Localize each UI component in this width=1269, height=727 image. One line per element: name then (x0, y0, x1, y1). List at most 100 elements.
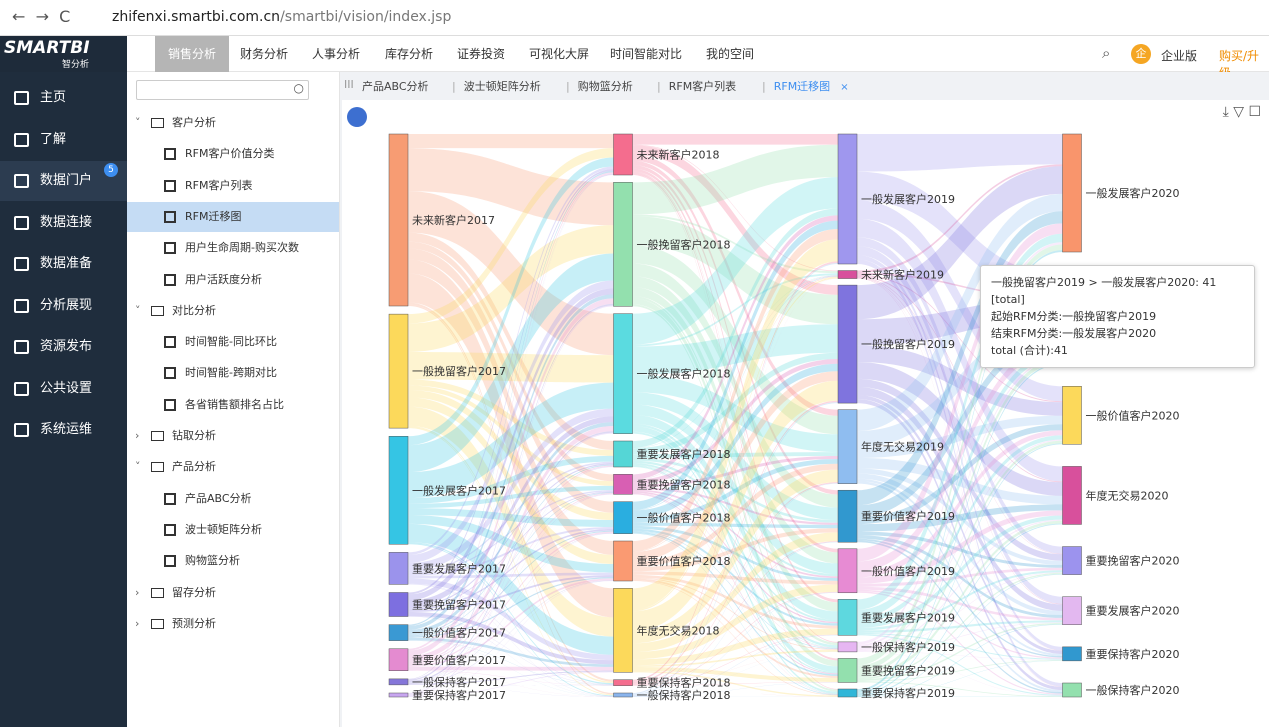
flow (408, 171, 614, 626)
flow (857, 386, 1063, 611)
flow (632, 577, 838, 650)
side-item[interactable]: 数据连接 (0, 203, 127, 243)
flow (857, 570, 1063, 631)
side-item[interactable]: 资源发布 (0, 327, 127, 367)
tree-row[interactable]: 时间智能-同比环比 (127, 327, 339, 357)
side-item[interactable]: 数据门户 5 (0, 161, 127, 201)
flow (632, 541, 838, 697)
toolbar[interactable]: ⤓ ▽ ☐ (1222, 104, 1261, 120)
tree-row[interactable]: 用户活跃度分析 (127, 265, 339, 295)
tree-row[interactable]: ˅ 客户分析 (127, 108, 339, 138)
tree-row[interactable]: › 钻取分析 (127, 421, 339, 451)
tab[interactable]: 产品ABC分析 (362, 78, 429, 94)
side-item[interactable]: 了解 (0, 120, 127, 160)
tab-close[interactable]: × (840, 82, 849, 93)
flow (408, 259, 614, 555)
tree-row[interactable]: 时间智能-跨期对比 (127, 358, 339, 388)
flow (857, 164, 1063, 273)
side-item[interactable]: 公共设置 (0, 369, 127, 409)
flow (408, 572, 614, 579)
flow (408, 671, 614, 697)
nav-item[interactable]: 人事分析 (312, 47, 361, 61)
flow (857, 468, 1063, 565)
tree-row[interactable]: RFM客户价值分类 (127, 139, 339, 169)
flow (857, 624, 1063, 697)
tree-row[interactable]: ˅ 对比分析 (127, 296, 339, 326)
flow (632, 574, 838, 629)
flow (632, 426, 838, 673)
flow (408, 416, 614, 607)
flow (632, 464, 838, 649)
tab-sep: | (452, 80, 456, 93)
tree-row[interactable]: 波士顿矩阵分析 (127, 515, 339, 545)
flow (408, 461, 614, 573)
tree-row[interactable]: ˅ 产品分析 (127, 452, 339, 482)
flow (408, 382, 614, 499)
flow (408, 157, 614, 446)
side-item[interactable]: 系统运维 (0, 410, 127, 450)
tab[interactable]: | 购物篮分析 (566, 78, 633, 94)
tree-row[interactable]: › 留存分析 (127, 578, 339, 608)
tree-row[interactable]: 用户生命周期-购买次数 (127, 233, 339, 263)
flow (632, 145, 838, 295)
node (837, 548, 858, 594)
flow (857, 519, 1063, 650)
side-icon (14, 132, 29, 147)
tree-row[interactable]: 各省销售额排名占比 (127, 390, 339, 420)
flow (632, 528, 838, 626)
nav-item[interactable]: 我的空间 (706, 47, 755, 61)
tab-label: RFM客户列表 (668, 80, 737, 93)
side-label: 资源发布 (40, 339, 93, 354)
folder-icon (151, 618, 164, 629)
node (388, 624, 409, 641)
flow (632, 228, 838, 552)
side-item[interactable]: 分析展现 (0, 286, 127, 326)
tree-row[interactable]: RFM客户列表 (127, 171, 339, 201)
nav-item[interactable]: 可视化大屏 (529, 47, 590, 61)
logo[interactable]: SMARTBI 智分析 (0, 36, 127, 72)
flow (857, 211, 1063, 506)
tree-row[interactable]: 购物篮分析 (127, 546, 339, 576)
nav-item[interactable]: 销售分析 (155, 36, 230, 72)
nav-item[interactable]: 证券投资 (457, 47, 506, 61)
node-label: 重要发展客户2019 (861, 610, 955, 624)
tab[interactable]: | RFM迁移图 × (762, 78, 849, 94)
nav-item[interactable]: 财务分析 (240, 47, 289, 61)
url[interactable]: zhifenxi.smartbi.com.cn/smartbi/vision/i… (112, 9, 451, 25)
tab-label: 波士顿矩阵分析 (463, 80, 541, 93)
tooltip-line: 一般挽留客户2019 > 一般发展客户2020: 41 [total] (991, 276, 1217, 306)
flow (857, 415, 1063, 458)
side-item[interactable]: 主页 (0, 78, 127, 118)
nav-item[interactable]: 库存分析 (385, 47, 434, 61)
flow (408, 466, 614, 683)
flow (632, 635, 838, 697)
tooltip: 一般挽留客户2019 > 一般发展客户2020: 41 [total] 起始RFM… (980, 265, 1255, 368)
tree-label: 时间智能-跨期对比 (185, 366, 277, 380)
tab[interactable]: | RFM客户列表 (657, 78, 736, 94)
flow (408, 640, 614, 697)
search-box[interactable]: ○ (136, 80, 309, 100)
node (388, 133, 409, 307)
node-label: 重要挽留客户2018 (637, 477, 731, 491)
flow (857, 473, 1063, 616)
tree-row[interactable]: RFM迁移图 (127, 201, 339, 232)
flow (632, 682, 838, 697)
tab-label: RFM迁移图 (773, 80, 831, 93)
tree-row[interactable]: 产品ABC分析 (127, 484, 339, 514)
menu-button[interactable] (347, 107, 367, 127)
flow (408, 578, 614, 667)
flow (857, 255, 1063, 651)
flow (408, 166, 614, 556)
flow (408, 302, 614, 682)
tree-row[interactable]: › 预测分析 (127, 609, 339, 639)
tab[interactable]: | 波士顿矩阵分析 (452, 78, 541, 94)
nav-buttons[interactable]: ← → C (12, 7, 71, 26)
search-icon[interactable]: ⌕ (1102, 44, 1111, 62)
nav-item[interactable]: 时间智能对比 (610, 47, 683, 61)
node (1062, 386, 1082, 445)
node (837, 599, 858, 636)
tree-label: 用户生命周期-购买次数 (185, 241, 299, 255)
flow (857, 651, 1063, 697)
node (613, 501, 633, 534)
side-item[interactable]: 数据准备 (0, 244, 127, 284)
